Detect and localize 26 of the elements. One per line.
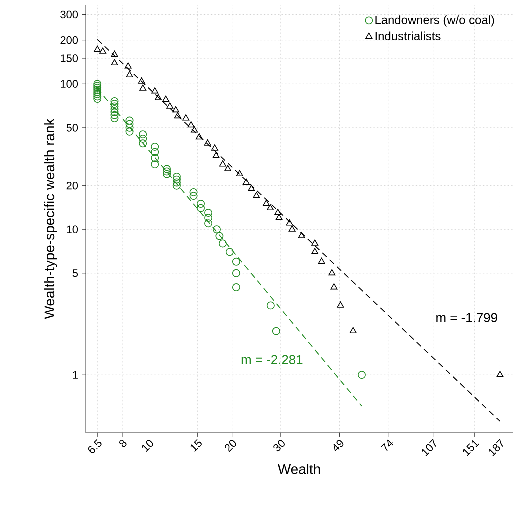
x-tick-label: 187 bbox=[488, 439, 504, 456]
x-tick-label: 49 bbox=[334, 440, 344, 452]
x-tick-label: 15 bbox=[190, 439, 202, 452]
x-tick-label: 6.5 bbox=[88, 439, 102, 454]
x-axis-title: Wealth bbox=[278, 464, 320, 474]
x-tick-label: 8 bbox=[119, 440, 127, 448]
y-tick-label: 5 bbox=[72, 270, 78, 278]
y-tick-label: 20 bbox=[66, 182, 78, 190]
x-tick-label: 151 bbox=[463, 440, 480, 456]
y-tick-label: 100 bbox=[61, 80, 78, 88]
y-tick-label: 1 bbox=[73, 371, 78, 379]
legend-label: Industrialists bbox=[376, 32, 441, 41]
x-tick-label: 74 bbox=[380, 440, 394, 452]
y-tick-label: 300 bbox=[60, 10, 78, 19]
y-tick-label: 10 bbox=[67, 226, 78, 234]
legend-label: Landowners (w/o coal) bbox=[376, 16, 494, 27]
y-tick-label: 150 bbox=[61, 54, 78, 62]
x-tick-label: 20 bbox=[225, 440, 236, 452]
x-tick-label: 10 bbox=[142, 440, 154, 452]
annotation: m = -2.281 bbox=[242, 355, 303, 364]
y-tick-label: 50 bbox=[66, 124, 78, 132]
annotation: m = -1.799 bbox=[436, 313, 498, 322]
y-axis-title: Wealth-type-specific wealth rank bbox=[44, 118, 58, 320]
x-tick-label: 107 bbox=[422, 439, 437, 456]
y-tick-label: 200 bbox=[60, 36, 78, 44]
x-tick-label: 30 bbox=[274, 440, 285, 452]
